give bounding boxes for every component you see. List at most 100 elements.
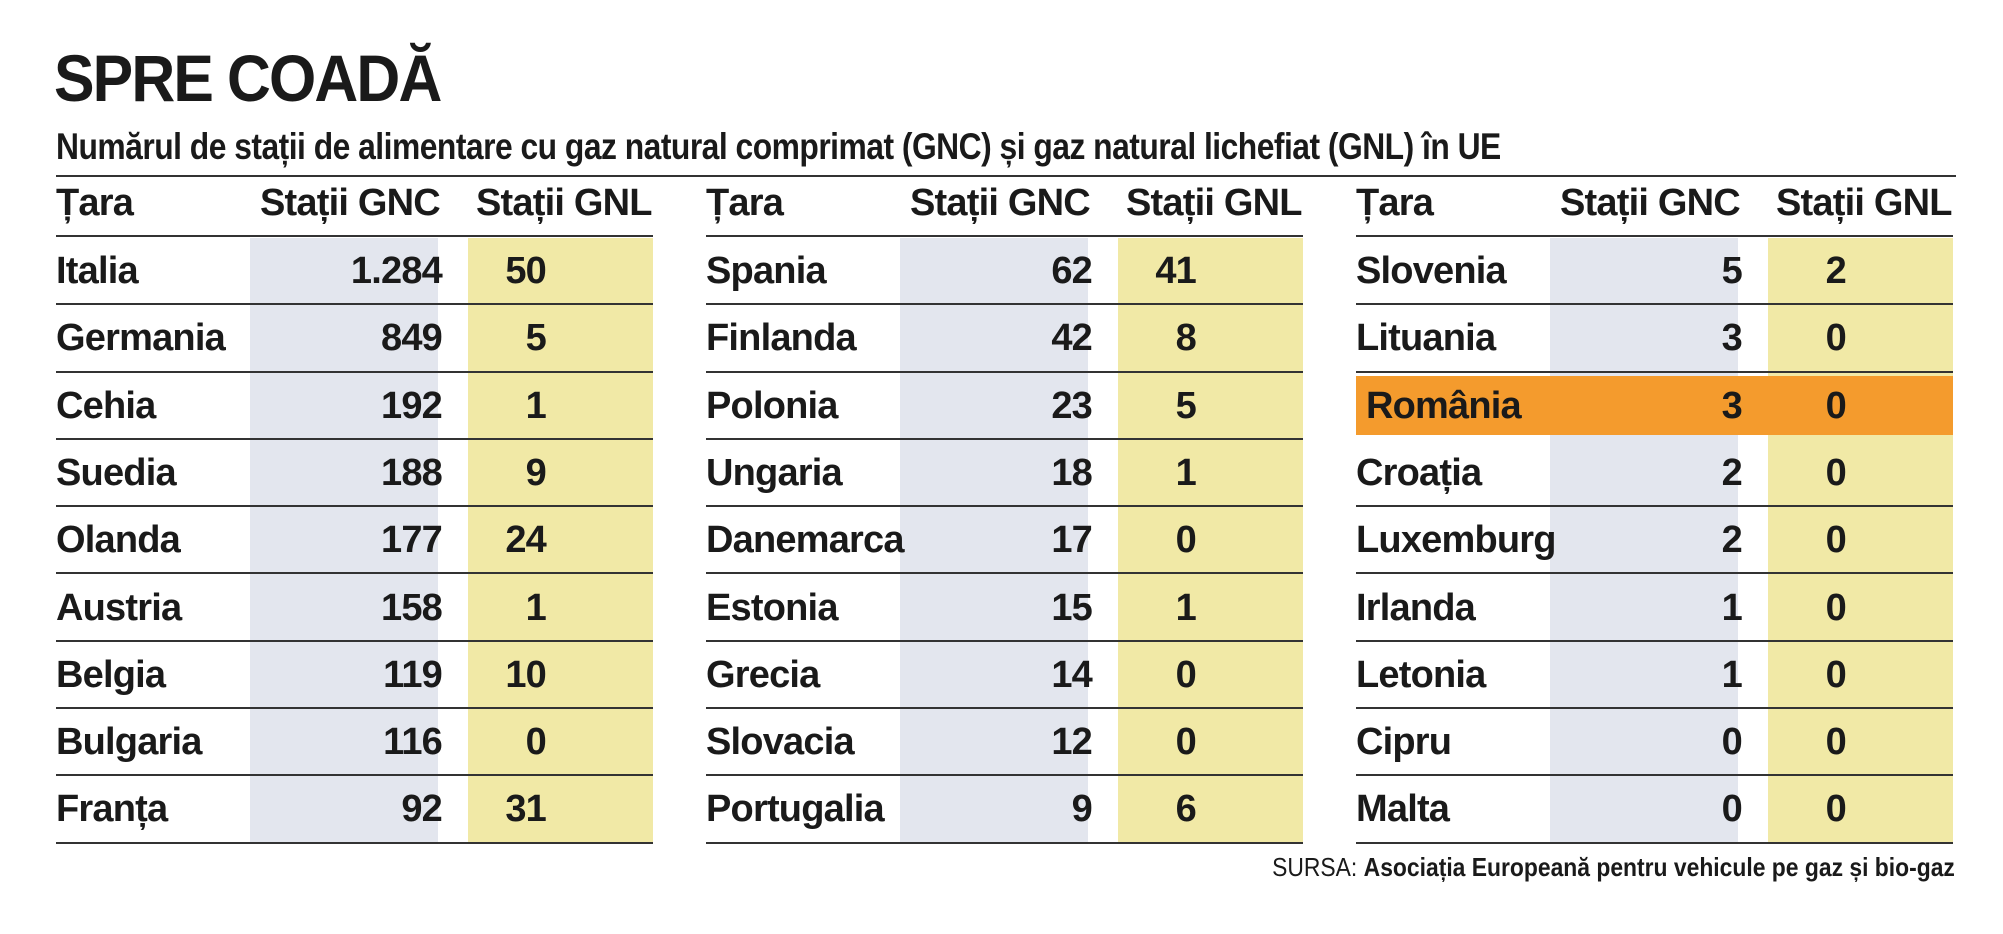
gnl-value: 0 (1825, 519, 1847, 562)
gnl-value: 5 (525, 317, 547, 360)
table-row: Grecia 14 0 (706, 642, 1303, 710)
table-row: Austria 158 1 (56, 575, 653, 642)
gnc-value: 1 (1721, 653, 1743, 696)
gnl-column-band (468, 238, 653, 844)
gnc-value: 1.284 (350, 250, 443, 292)
country-name: Olanda (56, 519, 181, 562)
country-name: Germania (56, 317, 226, 360)
gnc-value: 192 (380, 384, 443, 427)
table-row: Cehia 192 1 (56, 373, 653, 440)
gnl-value: 0 (1825, 653, 1847, 696)
gnl-value: 0 (1825, 384, 1847, 427)
table-row: Spania 62 41 (706, 238, 1303, 306)
row-rule (1356, 303, 1953, 306)
gnc-value: 42 (1051, 317, 1092, 360)
row-rule (706, 841, 1303, 844)
row-rule (56, 303, 653, 306)
gnl-value: 6 (1175, 788, 1197, 831)
row-rule (706, 707, 1303, 710)
header-rule (56, 235, 653, 237)
top-rule (56, 175, 1956, 177)
gnc-value: 177 (380, 519, 443, 562)
header-country: Țara (706, 182, 784, 224)
gnc-value: 5 (1721, 250, 1743, 292)
gnc-value: 119 (383, 653, 443, 696)
country-name: Lituania (1356, 317, 1496, 360)
header-rule (706, 235, 1303, 237)
gnc-value: 62 (1051, 250, 1092, 292)
table-row: Cipru 0 0 (1356, 709, 1953, 777)
chart-title: SPRE COADĂ (54, 41, 442, 115)
table-row: Slovenia 5 2 (1356, 238, 1953, 306)
table-row: Germania 849 5 (56, 305, 653, 373)
gnc-value: 0 (1721, 721, 1743, 764)
table-row: Ungaria 18 1 (706, 440, 1303, 508)
table-row: Malta 0 0 (1356, 776, 1953, 844)
country-name: Cipru (1356, 721, 1452, 764)
gnl-value: 1 (1175, 586, 1197, 629)
gnl-value: 5 (1175, 384, 1197, 427)
row-rule (1356, 370, 1953, 373)
country-name: Croația (1356, 451, 1482, 494)
gnl-value: 1 (1175, 451, 1197, 494)
gnc-value: 3 (1721, 384, 1743, 427)
gnl-value: 0 (1175, 721, 1197, 764)
row-rule (706, 437, 1303, 440)
row-rule (56, 370, 653, 373)
country-name: Belgia (56, 653, 166, 696)
gnl-value: 0 (1825, 721, 1847, 764)
country-name: Irlanda (1356, 586, 1476, 629)
country-name: Slovenia (1356, 250, 1507, 292)
country-name: Italia (56, 250, 139, 292)
source-text: Asociația Europeană pentru vehicule pe g… (1363, 852, 1955, 882)
country-name: Suedia (56, 451, 177, 494)
country-name: Polonia (706, 384, 838, 427)
table-row: Franța 92 31 (56, 776, 653, 844)
table-2: Țara Stații GNC Stații GNL Spania 62 41 Finlan… (706, 176, 1303, 856)
row-rule (706, 505, 1303, 508)
table-row: Luxemburg 2 0 (1356, 507, 1953, 575)
country-name: Finlanda (706, 317, 857, 360)
country-name: Danemarca (706, 519, 905, 562)
gnc-column-band (1550, 238, 1738, 844)
gnl-value: 1 (525, 384, 547, 427)
gnc-value: 17 (1051, 519, 1092, 562)
country-name: Estonia (706, 586, 838, 629)
row-rule (706, 572, 1303, 575)
row-rule (1356, 639, 1953, 642)
row-rule (56, 639, 653, 642)
table-row: Bulgaria 116 0 (56, 709, 653, 777)
table-row: Suedia 188 9 (56, 440, 653, 508)
gnc-column-band (250, 238, 438, 844)
gnc-value: 0 (1721, 788, 1743, 831)
row-rule (56, 841, 653, 844)
gnc-value: 116 (383, 721, 443, 764)
table-row: Letonia 1 0 (1356, 642, 1953, 710)
gnc-value: 1 (1721, 586, 1743, 629)
row-rule (1356, 841, 1953, 844)
table-row-highlighted: România 3 0 (1356, 375, 1953, 435)
row-rule (706, 370, 1303, 373)
country-name: Slovacia (706, 721, 855, 764)
country-name: Austria (56, 586, 182, 629)
gnc-value: 15 (1051, 586, 1092, 629)
gnc-value: 3 (1721, 317, 1743, 360)
gnl-value: 0 (1175, 519, 1197, 562)
country-name: România (1366, 384, 1522, 427)
row-rule (706, 303, 1303, 306)
header-gnc: Stații GNC (1560, 182, 1741, 224)
country-name: Spania (706, 250, 827, 292)
country-name: Malta (1356, 788, 1450, 831)
table-row: Italia 1.284 50 (56, 238, 653, 306)
row-rule (56, 774, 653, 777)
header-country: Țara (56, 182, 134, 224)
gnl-value: 50 (505, 250, 546, 292)
table-row: Irlanda 1 0 (1356, 575, 1953, 642)
gnc-value: 158 (380, 586, 443, 629)
header-rule (1356, 235, 1953, 237)
gnc-value: 23 (1051, 384, 1092, 427)
row-rule (56, 437, 653, 440)
gnc-value: 849 (380, 317, 443, 360)
gnc-value: 92 (401, 788, 442, 831)
